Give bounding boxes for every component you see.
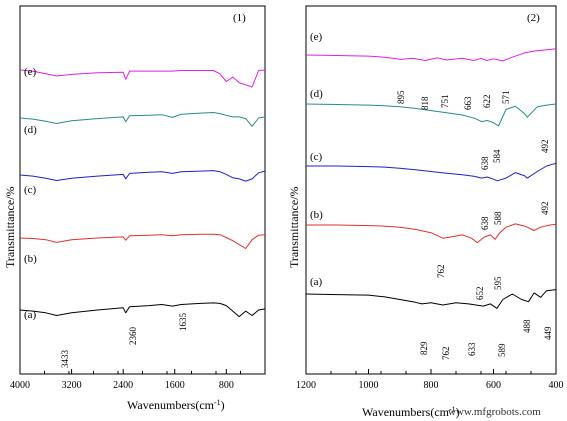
panel-1-frame (19, 5, 266, 375)
x-tick-label: 800 (424, 380, 439, 391)
panel-2-frame (305, 5, 557, 375)
x-tick-label: 1000 (359, 380, 379, 391)
peak-label: 663 (463, 96, 473, 110)
spectrum-line-c (19, 170, 266, 182)
panel-1: (1) 4000 3200 2400 1600 800 (e)(d)(c)(b)(a) … (3, 5, 266, 413)
trace-label-b: (b) (310, 209, 323, 221)
panel-1-ylabel: Transmittance/% (3, 186, 17, 268)
x-tick-label: 4000 (10, 380, 30, 391)
peak-label: 488 (522, 319, 532, 333)
spectrum-line-a (19, 302, 266, 318)
peak-label: 3433 (60, 350, 70, 369)
panel-1-label: (1) (233, 12, 246, 24)
panel-1-trace-labels: (e) (d) (c) (b) (a) (24, 66, 37, 321)
x-tick-label: 2400 (113, 380, 133, 391)
x-tick-label: 1200 (296, 380, 316, 391)
peak-label: 895 (396, 90, 406, 104)
spectrum-line-a (305, 289, 557, 309)
spectrum-line-d (305, 103, 557, 127)
x-tick-label: 3200 (62, 380, 82, 391)
spectrum-line-e (305, 48, 557, 62)
panel-2-label: (2) (527, 12, 540, 24)
trace-label-a: (a) (24, 309, 37, 321)
peak-label: 751 (440, 95, 450, 109)
panel-2-trace-labels: (e) (d) (c) (b) (a) (310, 31, 323, 288)
trace-label-c: (c) (310, 151, 323, 163)
peak-label: 762 (436, 265, 446, 279)
peak-label: 571 (501, 91, 511, 105)
watermark: www.mfgrobots.com (448, 406, 541, 418)
peak-label: 762 (441, 347, 451, 361)
spectrum-line-b (306, 223, 557, 244)
peak-label: 622 (482, 95, 492, 109)
panel-2: (2) 1200 1000 800 600 400 (e) (d) (c) (b) (a) Wa… (287, 5, 564, 420)
peak-label: 829 (419, 341, 429, 355)
peak-label: 1635 (178, 313, 188, 332)
x-tick-label: 400 (549, 380, 564, 391)
peak-label: 584 (492, 149, 502, 163)
panel-1-series (19, 69, 266, 318)
panel-1-x-ticks: 4000 3200 2400 1600 800 (10, 369, 266, 391)
trace-label-e: (e) (310, 31, 323, 43)
x-tick-label: 800 (219, 380, 234, 391)
peak-label: 589 (497, 343, 507, 357)
peak-label: 818 (420, 96, 430, 110)
peak-label: 492 (540, 140, 550, 154)
panel-2-xlabel: Wavenumbers(cm-1) (362, 405, 460, 420)
panel-2-series (305, 48, 557, 309)
trace-label-d: (d) (310, 88, 323, 100)
spectrum-line-e (19, 69, 266, 88)
panel-2-ylabel: Transmittance/% (287, 186, 301, 268)
peak-label: 492 (540, 202, 550, 216)
trace-label-b: (b) (24, 253, 37, 265)
peak-label: 633 (467, 342, 477, 356)
peak-label: 2360 (128, 327, 138, 346)
peak-label: 638 (480, 156, 490, 170)
peak-label: 652 (475, 287, 485, 301)
peak-label: 588 (493, 211, 503, 225)
spectrum-line-c (306, 162, 557, 182)
trace-label-c: (c) (24, 184, 37, 196)
peak-label: 595 (493, 276, 503, 290)
peak-label: 449 (543, 326, 553, 340)
trace-label-d: (d) (24, 124, 37, 136)
x-tick-label: 1600 (165, 380, 185, 391)
peak-label: 638 (480, 216, 490, 230)
x-tick-label: 600 (486, 380, 501, 391)
trace-label-a: (a) (310, 276, 323, 288)
panel-2-x-ticks: 1200 1000 800 600 400 (296, 369, 564, 391)
spectrum-line-d (19, 112, 266, 127)
panel-1-xlabel: Wavenumbers(cm-1) (127, 398, 225, 413)
spectrum-line-b (19, 233, 266, 249)
trace-label-e: (e) (24, 66, 37, 78)
